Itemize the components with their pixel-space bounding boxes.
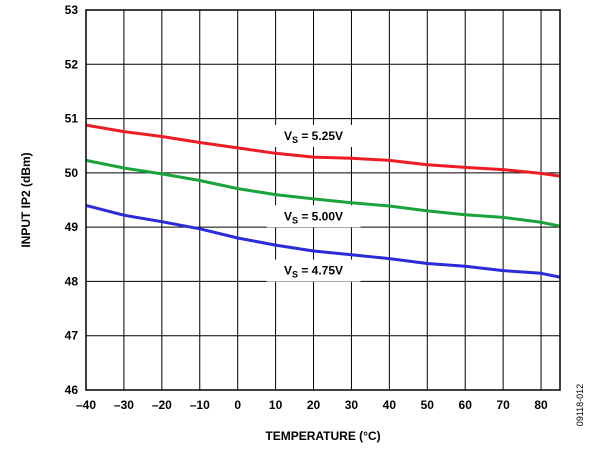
series-label-box — [266, 124, 361, 147]
y-axis-title: INPUT IP2 (dBm) — [19, 152, 33, 247]
series-label-text: VS = 4.75V — [284, 264, 343, 280]
grid — [85, 9, 560, 391]
y-tick-label: 53 — [65, 3, 79, 17]
figure-id: 09118-012 — [575, 384, 585, 426]
x-tick-label: 20 — [307, 398, 321, 412]
series-label: VS = 5.25V — [266, 124, 361, 147]
x-axis-title: TEMPERATURE (°C) — [265, 429, 380, 443]
x-tick-label: 30 — [345, 398, 359, 412]
y-tick-label: 46 — [65, 383, 79, 397]
series-labels: VS = 5.25V VS = 5.00V VS = 4.75V — [266, 124, 361, 282]
series-line — [85, 123, 561, 178]
x-tick-label: 60 — [459, 398, 473, 412]
y-tick-labels: 46 47 48 49 50 51 52 53 — [65, 3, 79, 397]
series-label-text: VS = 5.00V — [284, 209, 343, 225]
x-tick-label: 80 — [534, 398, 548, 412]
series-label-box — [266, 205, 361, 228]
series-label: VS = 5.00V — [266, 205, 361, 228]
y-tick-label: 49 — [65, 220, 79, 234]
series-label-text: VS = 5.25V — [284, 129, 343, 145]
plot-frame — [85, 9, 561, 391]
x-tick-label: 10 — [269, 398, 283, 412]
y-tick-label: 51 — [65, 112, 79, 126]
series-line — [85, 158, 561, 228]
y-tick-label: 52 — [65, 57, 79, 71]
x-tick-label: 70 — [496, 398, 510, 412]
x-tick-label: 0 — [234, 398, 241, 412]
y-tick-label: 47 — [65, 329, 79, 343]
y-tick-label: 48 — [65, 274, 79, 288]
y-tick-label: 50 — [65, 166, 79, 180]
x-tick-label: –20 — [152, 398, 172, 412]
x-tick-label: –30 — [114, 398, 134, 412]
x-tick-label: 40 — [383, 398, 397, 412]
x-tick-label: –10 — [190, 398, 210, 412]
series-label-box — [266, 259, 361, 282]
series-label: VS = 4.75V — [266, 259, 361, 282]
x-tick-label: –40 — [76, 398, 96, 412]
series-lines — [85, 123, 561, 279]
x-tick-label: 50 — [421, 398, 435, 412]
x-tick-labels: –40 –30 –20 –10 0 10 20 30 40 50 60 70 80 — [76, 398, 548, 412]
series-line — [85, 203, 561, 279]
